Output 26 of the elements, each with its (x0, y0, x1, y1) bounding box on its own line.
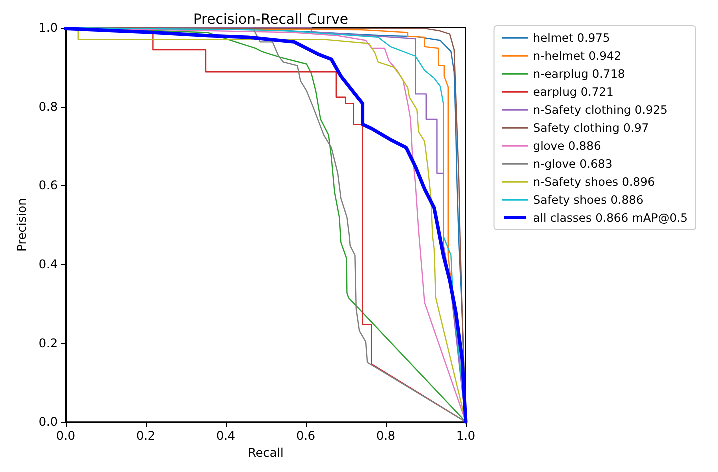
legend-label: glove 0.886 (533, 139, 602, 153)
y-tick-label: 0.6 (38, 178, 58, 193)
legend-label: Safety shoes 0.886 (533, 193, 644, 207)
legend-label: n-earplug 0.718 (533, 67, 626, 81)
y-tick-label: 0.8 (38, 100, 58, 114)
legend-label: all classes 0.866 mAP@0.5 (533, 211, 688, 225)
legend-label: n-helmet 0.942 (533, 49, 622, 63)
x-tick-label: 0.6 (296, 429, 316, 444)
x-tick-label: 0.4 (216, 429, 236, 444)
x-axis-title: Recall (248, 446, 284, 460)
legend-label: earplug 0.721 (533, 85, 614, 99)
y-tick-label: 0.4 (38, 257, 58, 272)
x-tick-label: 0.0 (56, 429, 76, 444)
legend-label: n-Safety clothing 0.925 (533, 103, 668, 117)
legend-label: n-Safety shoes 0.896 (533, 175, 656, 189)
y-tick-label: 0.0 (38, 415, 58, 430)
y-axis-title: Precision (15, 198, 29, 252)
legend-label: n-glove 0.683 (533, 157, 613, 171)
chart-title: Precision-Recall Curve (193, 12, 349, 28)
y-tick-label: 0.2 (38, 336, 58, 350)
x-tick-label: 0.2 (136, 429, 156, 444)
x-tick-label: 0.8 (376, 429, 396, 444)
legend-label: Safety clothing 0.97 (533, 121, 650, 135)
legend-label: helmet 0.975 (533, 31, 610, 45)
x-tick-label: 1.0 (456, 429, 476, 444)
y-tick-label: 1.0 (38, 21, 58, 35)
